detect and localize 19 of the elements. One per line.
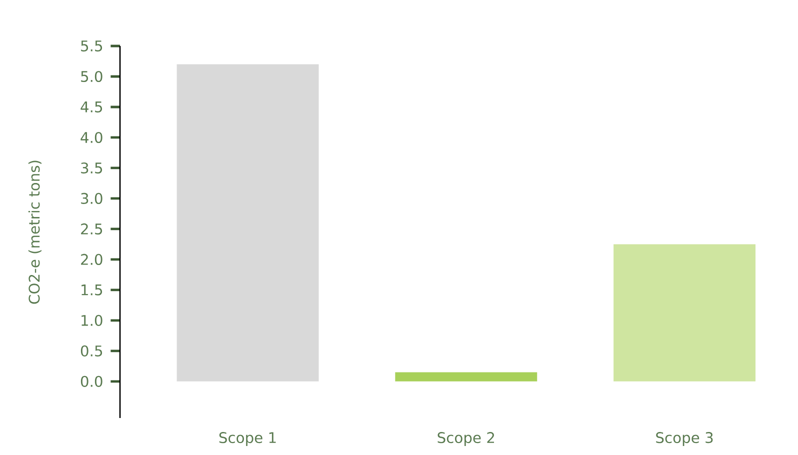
y-tick-label: 5.5	[81, 40, 102, 52]
y-tick-label: 4.0	[80, 132, 102, 144]
y-axis-title: CO2-e (metric tons)	[28, 160, 42, 304]
y-tick-label: 0.5	[80, 345, 102, 356]
bar	[614, 244, 756, 382]
y-tick-label: 2.0	[81, 254, 102, 265]
y-tick-label: 3.5	[81, 162, 102, 174]
bar	[395, 372, 538, 382]
x-tick-label: Scope 2	[438, 432, 494, 446]
x-tick-label: Scope 1	[219, 432, 276, 446]
y-tick-label: 3.0	[81, 192, 102, 204]
y-tick-label: 5.0	[81, 70, 102, 82]
y-tick-label: 0.0	[80, 376, 102, 387]
x-tick-label: Scope 3	[656, 432, 713, 446]
y-tick-label: 4.5	[80, 102, 102, 112]
y-tick-label: 1.0	[82, 314, 102, 326]
y-tick-label: 1.5	[82, 284, 102, 296]
bar	[176, 64, 319, 382]
y-tick-label: 2.5	[81, 223, 102, 235]
